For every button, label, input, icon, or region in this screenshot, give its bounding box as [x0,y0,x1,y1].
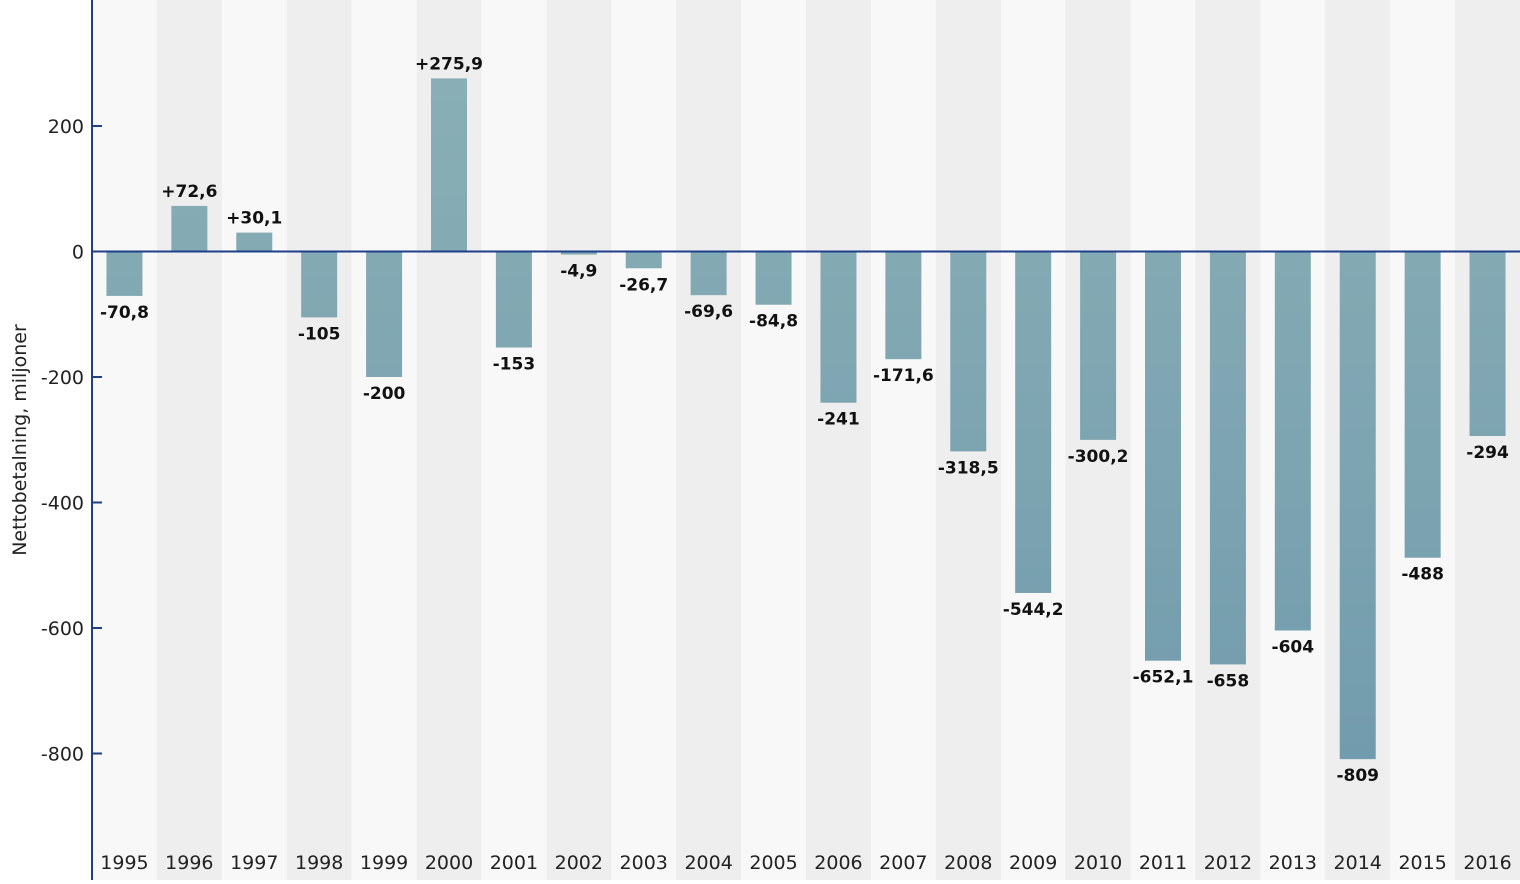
y-tick-label: -800 [41,744,84,766]
x-tick-label: 1997 [230,852,278,874]
x-tick-label: 2015 [1398,852,1446,874]
bar [495,251,532,348]
data-label: -658 [1207,671,1250,691]
bar-series [106,78,1506,760]
y-tick-label: -400 [41,493,84,515]
y-tick-label: 0 [72,242,84,264]
y-tick-label: 200 [48,116,84,138]
y-axis: 200 0 -200 -400 -600 -800 [41,0,102,880]
data-label: -70,8 [100,303,149,323]
x-tick-label: 1999 [360,852,408,874]
data-label: -544,2 [1003,600,1064,620]
data-label: +275,9 [415,54,483,74]
x-tick-label: 2003 [620,852,668,874]
bar [366,251,403,377]
bar [1209,251,1246,665]
column-band [156,0,223,880]
column-band [92,0,158,880]
data-label: -84,8 [749,312,798,332]
column-band [221,0,288,880]
data-label: -26,7 [619,275,668,295]
column-band [611,0,677,880]
bar [431,78,467,252]
bar [560,251,597,255]
x-tick-label: 2013 [1269,852,1317,874]
data-label: -171,6 [873,366,934,386]
data-label: -300,2 [1068,447,1129,467]
x-tick-label: 2000 [425,852,473,874]
x-tick-label: 2016 [1463,852,1511,874]
column-band [806,0,872,880]
column-band [676,0,742,880]
x-tick-label: 2012 [1204,852,1252,874]
x-tick-label: 1996 [165,852,213,874]
bar [625,251,662,269]
x-tick-label: 2008 [944,852,992,874]
bar [236,232,273,252]
bar [950,251,987,452]
data-label: -488 [1401,565,1444,585]
y-tick-label: -600 [41,618,84,640]
data-label: -809 [1336,766,1379,786]
column-bands [92,0,1520,880]
column-band [1455,0,1520,880]
x-tick-label: 1998 [295,852,343,874]
data-label: +30,1 [226,209,282,229]
column-band [481,0,547,880]
x-tick-label: 2007 [879,852,927,874]
bar [106,251,143,296]
bar [1469,251,1506,436]
data-label: -241 [817,410,860,430]
column-band [741,0,807,880]
data-label: -153 [493,355,536,375]
x-tick-label: 2010 [1074,852,1122,874]
data-label: -294 [1466,443,1509,463]
column-band [870,0,937,880]
y-tick-label: -200 [41,367,84,389]
data-label: +72,6 [161,182,217,202]
column-band [286,0,353,880]
x-tick-label: 2005 [749,852,797,874]
bar [171,205,208,252]
data-label: -318,5 [938,458,999,478]
bar [1339,251,1376,760]
bar [301,251,338,318]
x-tick-label: 2014 [1334,852,1382,874]
x-tick-label: 2001 [490,852,538,874]
x-tick-label: 2011 [1139,852,1187,874]
data-label: -105 [298,324,341,344]
bar [1404,251,1441,558]
data-label: -604 [1272,638,1315,658]
data-labels: -70,8 +72,6 +30,1 -105 -200 +275,9 -153 -4,9 -26… [100,54,1509,786]
data-label: -200 [363,384,406,404]
data-label: -652,1 [1133,668,1194,688]
x-tick-label: 2002 [555,852,603,874]
bar [1015,251,1052,593]
bar [755,251,792,305]
data-label: -69,6 [684,302,733,322]
bar [885,251,922,360]
x-tick-label: 2006 [814,852,862,874]
bar [1080,251,1117,440]
bar [1145,251,1181,661]
column-band [1065,0,1132,880]
column-band [351,0,418,880]
data-label: -4,9 [560,262,597,282]
column-band [546,0,612,880]
bar [820,251,857,403]
y-axis-title: Nettobetalning, miljoner [9,324,31,556]
x-tick-label: 2004 [684,852,732,874]
x-axis-labels: 1995 1996 1997 1998 1999 2000 2001 2002 2003 2004… [100,852,1511,874]
bar [1274,251,1311,631]
bar [690,251,727,296]
x-tick-label: 1995 [100,852,148,874]
x-tick-label: 2009 [1009,852,1057,874]
